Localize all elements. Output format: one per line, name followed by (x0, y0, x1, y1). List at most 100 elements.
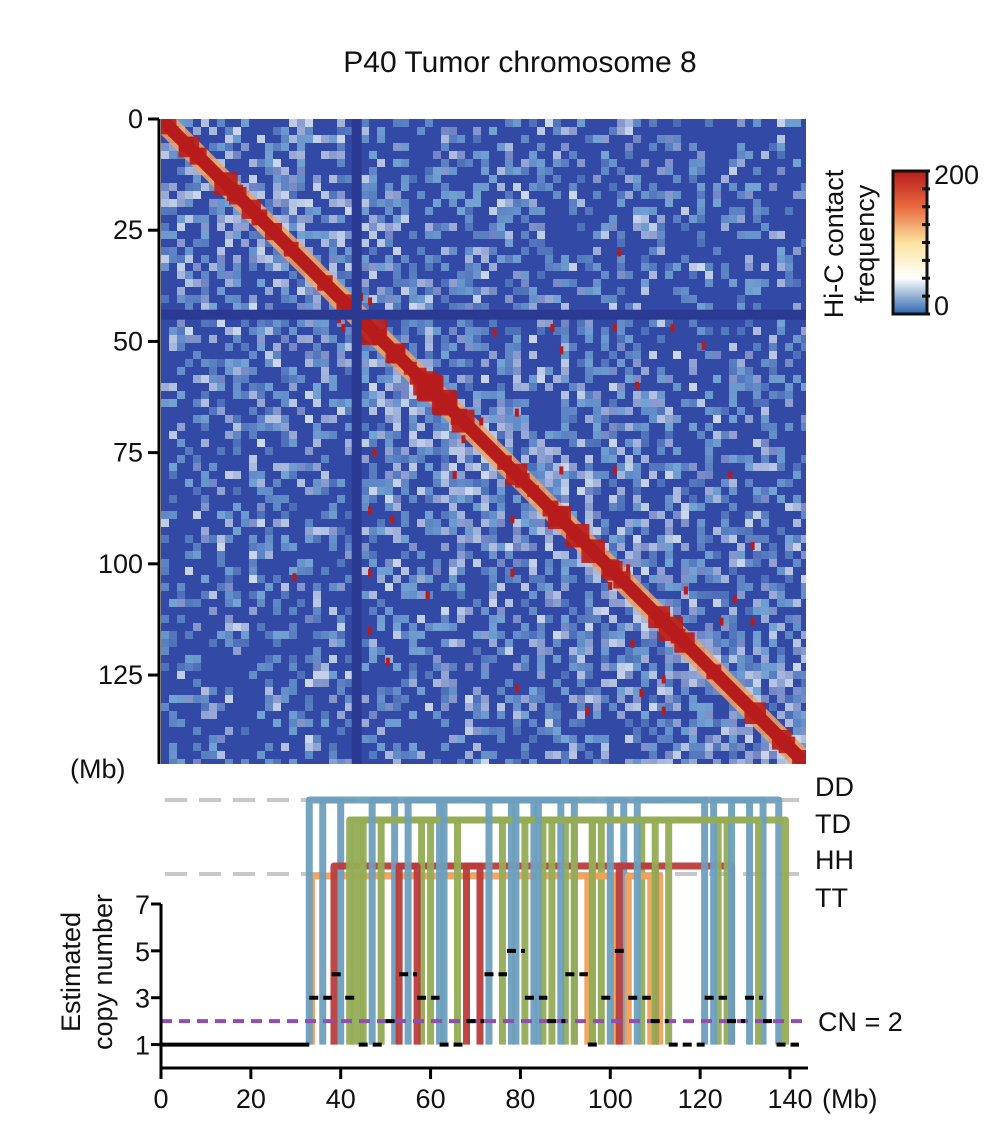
heatmap-cell (609, 303, 617, 311)
heatmap-cell (745, 255, 753, 263)
heatmap-cell (345, 399, 353, 407)
heatmap-cell (537, 527, 545, 535)
heatmap-cell (409, 591, 417, 599)
heatmap-cell (665, 535, 673, 543)
heatmap-cell (273, 127, 281, 135)
heatmap-cell (393, 191, 401, 199)
heatmap-cell (601, 735, 609, 743)
heatmap-cell (609, 127, 617, 135)
heatmap-cell (241, 375, 249, 383)
heatmap-cell (489, 351, 497, 359)
heatmap-cell (305, 559, 313, 567)
heatmap-cell (529, 703, 537, 711)
heatmap-cell (377, 727, 385, 735)
heatmap-cell (665, 559, 673, 567)
heatmap-cell (161, 191, 169, 199)
heatmap-cell (609, 351, 617, 359)
heatmap-cell (449, 303, 457, 311)
heatmap-cell (265, 199, 273, 207)
heatmap-cell (657, 231, 665, 239)
heatmap-cell (769, 671, 777, 679)
heatmap-cell (201, 271, 209, 279)
heatmap-cell (673, 287, 681, 295)
heatmap-cell (257, 135, 265, 143)
heatmap-hotspot (683, 586, 688, 595)
heatmap-cell (209, 263, 217, 271)
cn-y-tick-label: 3 (135, 984, 150, 1014)
heatmap-cell (321, 135, 329, 143)
heatmap-cell (409, 679, 417, 687)
heatmap-cell (409, 175, 417, 183)
heatmap-cell (417, 615, 425, 623)
heatmap-cell (345, 703, 353, 711)
heatmap-cell (617, 487, 625, 495)
heatmap-cell (417, 247, 425, 255)
heatmap-cell (369, 223, 377, 231)
heatmap-cell (337, 119, 345, 127)
heatmap-cell (529, 431, 537, 439)
heatmap-cell (449, 127, 457, 135)
heatmap-cell (633, 183, 641, 191)
heatmap-hotspot (372, 448, 377, 457)
heatmap-cell (681, 743, 689, 751)
heatmap-cell (513, 759, 521, 764)
heatmap-cell (721, 431, 729, 439)
heatmap-cell (513, 575, 521, 583)
heatmap-cell (593, 471, 601, 479)
heatmap-cell (481, 327, 489, 335)
heatmap-cell (177, 263, 185, 271)
heatmap-cell (729, 655, 737, 663)
heatmap-cell (561, 263, 569, 271)
heatmap-cell (321, 191, 329, 199)
heatmap-cell (217, 207, 225, 215)
heatmap-axis-unit: (Mb) (70, 754, 126, 784)
heatmap-cell (473, 263, 481, 271)
heatmap-cell (361, 639, 369, 647)
heatmap-cell (449, 439, 457, 447)
heatmap-cell (465, 383, 473, 391)
heatmap-cell (601, 591, 609, 599)
heatmap-cell (433, 679, 441, 687)
heatmap-cell (657, 239, 665, 247)
heatmap-cell (489, 207, 497, 215)
heatmap-cell (553, 487, 561, 495)
heatmap-cell (793, 639, 801, 647)
heatmap-cell (193, 215, 201, 223)
heatmap-cell (161, 399, 169, 407)
heatmap-cell (225, 615, 233, 623)
heatmap-cell (689, 607, 697, 615)
heatmap-cell (793, 159, 801, 167)
heatmap-cell (689, 503, 697, 511)
heatmap-cell (617, 503, 625, 511)
heatmap-cell (177, 271, 185, 279)
heatmap-cell (305, 319, 313, 327)
heatmap-cell (201, 575, 209, 583)
heatmap-cell (313, 439, 321, 447)
heatmap-cell (521, 447, 529, 455)
heatmap-cell (433, 759, 441, 764)
heatmap-cell (161, 615, 169, 623)
heatmap-cell (649, 143, 657, 151)
heatmap-cell (481, 695, 489, 703)
heatmap-cell (273, 191, 281, 199)
heatmap-cell (345, 551, 353, 559)
heatmap-cell (345, 335, 353, 343)
heatmap-cell (337, 679, 345, 687)
heatmap-cell (401, 511, 409, 519)
heatmap-cell (513, 167, 521, 175)
heatmap-cell (537, 655, 545, 663)
heatmap-cell (289, 207, 297, 215)
heatmap-cell (169, 639, 177, 647)
heatmap-cell (753, 399, 761, 407)
heatmap-cell (377, 263, 385, 271)
heatmap-cell (553, 711, 561, 719)
heatmap-cell (689, 271, 697, 279)
heatmap-cell (289, 463, 297, 471)
heatmap-cell (185, 271, 193, 279)
heatmap-cell (633, 215, 641, 223)
heatmap-cell (713, 415, 721, 423)
heatmap-cell (553, 703, 561, 711)
heatmap-cell (593, 191, 601, 199)
heatmap-cell (513, 527, 521, 535)
heatmap-cell (561, 487, 569, 495)
